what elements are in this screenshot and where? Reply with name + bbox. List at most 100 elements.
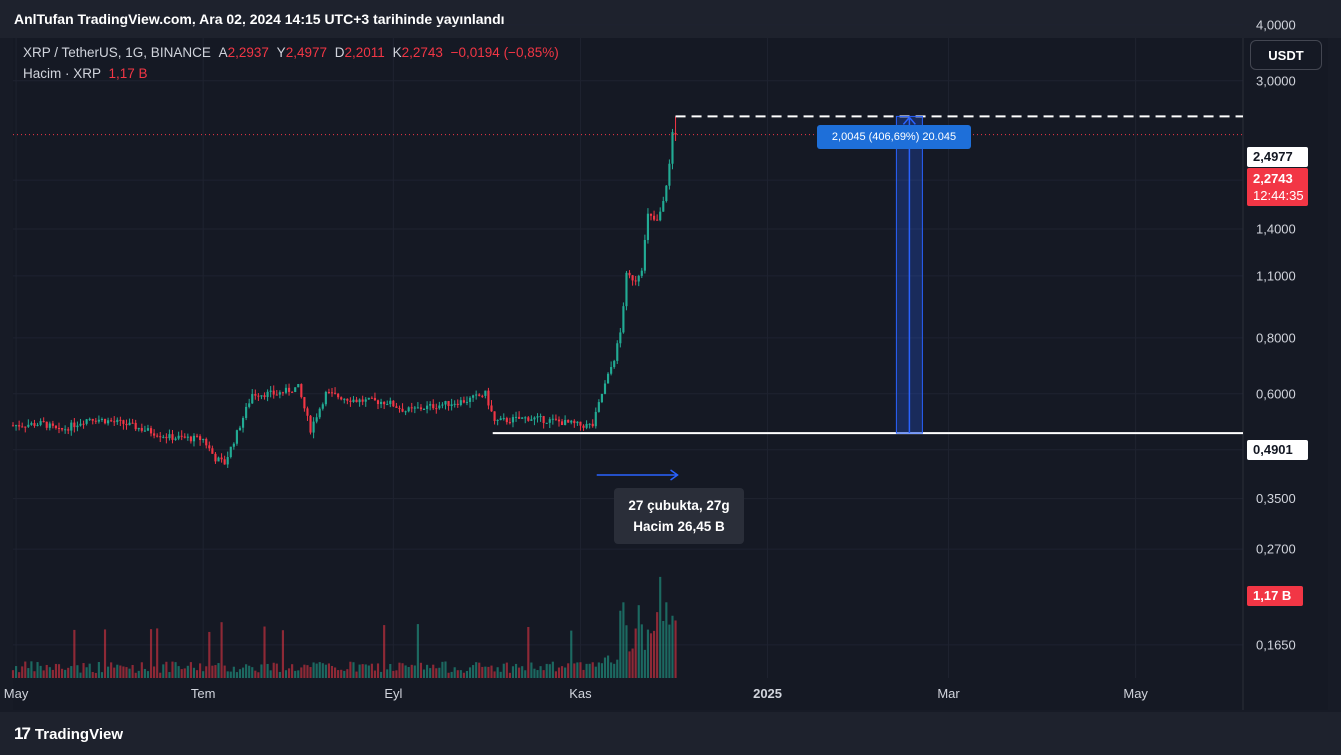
x-tick-label: Tem	[191, 686, 216, 701]
volume-bar	[18, 672, 21, 678]
volume-bar	[61, 668, 64, 678]
volume-bar	[45, 664, 48, 678]
candle-body	[94, 420, 97, 422]
price-chart[interactable]: 4,00003,00001,80001,40001,10000,80000,60…	[0, 0, 1341, 712]
time-axis: May Tem Eyl Kas 2025 Mar May	[4, 686, 1149, 701]
symbol-name[interactable]: XRP / TetherUS, 1G, BINANCE	[23, 45, 211, 60]
candle-body	[634, 280, 637, 282]
volume-label[interactable]: Hacim · XRP	[23, 66, 101, 81]
candle-body	[241, 418, 245, 428]
candle-body	[521, 417, 524, 419]
volume-bar	[103, 629, 107, 678]
drawing-overlays	[13, 115, 1243, 481]
volume-bar	[508, 672, 511, 678]
volume-bar	[392, 670, 395, 678]
candle-body	[591, 423, 594, 427]
volume-bar	[330, 665, 334, 678]
candle-body	[456, 403, 459, 406]
candle-body	[478, 394, 481, 396]
volume-bar	[238, 669, 242, 678]
candle-body	[330, 392, 334, 394]
candle-body	[24, 426, 27, 428]
candle-body	[468, 397, 472, 402]
volume-bar	[153, 666, 156, 678]
volume-bar	[646, 629, 650, 678]
date-range-arrow-head	[670, 469, 679, 481]
volume-bar	[542, 670, 545, 678]
candle-body	[542, 416, 545, 423]
candle-body	[122, 420, 125, 424]
candle-body	[349, 400, 352, 402]
bars-count-text: 27 çubukta, 27g	[628, 498, 730, 513]
candle-body	[27, 424, 30, 427]
volume-bar	[156, 628, 159, 678]
volume-bar	[671, 615, 674, 678]
candle-body	[668, 163, 671, 186]
candle-body	[576, 421, 579, 424]
y-tick-label: 0,8000	[1256, 330, 1296, 345]
volume-bar	[67, 667, 70, 678]
volume-bar	[134, 672, 137, 678]
candle-body	[91, 418, 94, 421]
candle-body	[269, 390, 272, 392]
volume-bar	[48, 667, 51, 678]
volume-bar	[260, 664, 263, 678]
candle-body	[287, 387, 291, 392]
volume-bar	[70, 666, 73, 678]
volume-bar	[603, 657, 607, 678]
candle-body	[214, 453, 217, 462]
volume-bar	[113, 667, 116, 678]
candle-body	[392, 400, 395, 407]
candle-body	[649, 213, 653, 216]
volume-bar	[110, 662, 113, 678]
candle-body	[404, 411, 407, 413]
volume-bar	[364, 664, 367, 678]
candle-body	[462, 400, 465, 403]
candle-body	[511, 417, 515, 423]
candle-body	[606, 373, 610, 384]
volume-bar	[536, 670, 539, 678]
volume-bar	[217, 663, 220, 678]
candle-body	[183, 436, 186, 438]
candle-body	[156, 435, 159, 437]
candle-body	[54, 425, 58, 429]
currency-button[interactable]: USDT	[1250, 40, 1322, 70]
candle-body	[533, 417, 536, 420]
candle-body	[340, 397, 343, 400]
high-value: 2,4977	[285, 45, 327, 60]
volume-bar	[588, 663, 591, 678]
open-label: A	[218, 45, 228, 60]
candle-body	[337, 393, 340, 398]
volume-bar	[450, 671, 453, 678]
y-tick-label: 1,1000	[1256, 268, 1296, 283]
candle-body	[159, 436, 162, 438]
chart-pane[interactable]	[13, 38, 1328, 710]
candle-body	[481, 395, 484, 397]
candle-body	[401, 408, 404, 412]
volume-bar	[383, 625, 386, 678]
candle-body	[659, 211, 662, 221]
volume-bar	[447, 672, 450, 678]
volume-bar	[622, 602, 625, 678]
volume-bar	[465, 670, 469, 678]
volume-bar	[386, 669, 389, 678]
volume-bar	[468, 667, 472, 678]
tradingview-logo[interactable]: 17 TradingView	[14, 724, 123, 744]
candle-body	[306, 408, 309, 416]
candle-body	[153, 433, 156, 436]
candle-body	[490, 405, 493, 412]
volume-bar	[54, 663, 58, 678]
candle-body	[260, 395, 263, 397]
volume-bar	[346, 669, 349, 678]
candle-body	[333, 392, 337, 394]
candle-body	[419, 407, 423, 410]
y-tick-label: 4,0000	[1256, 17, 1296, 32]
candle-body	[174, 438, 177, 440]
volume-bar	[438, 667, 441, 678]
volume-bar	[306, 665, 309, 678]
volume-bar	[407, 666, 410, 678]
candle-body	[88, 418, 91, 420]
candle-body	[585, 423, 588, 428]
volume-bar	[88, 663, 91, 678]
candle-body	[625, 272, 628, 307]
